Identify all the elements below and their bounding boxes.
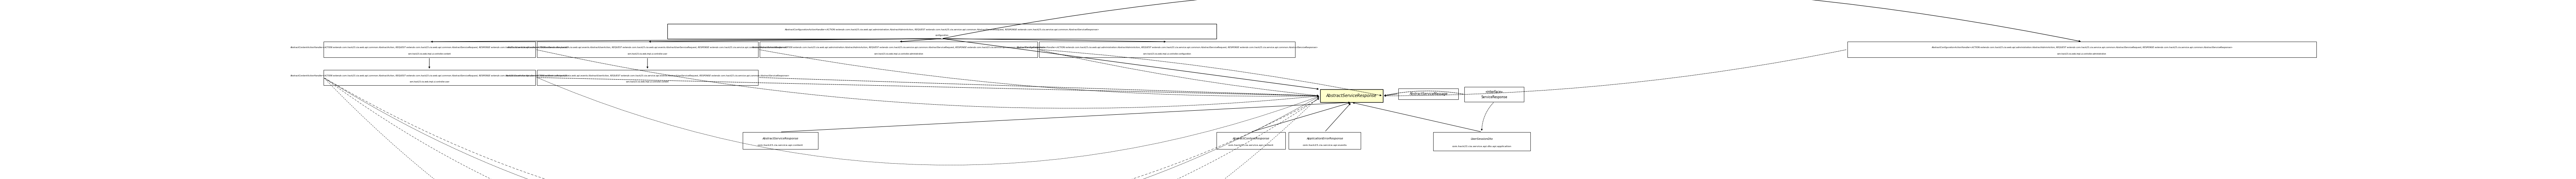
Text: com.hack23.cia.web.impl.ui.controller.user: com.hack23.cia.web.impl.ui.controller.us… bbox=[629, 53, 667, 55]
Text: com.hack23.cia.web.impl.ui.controller.administration: com.hack23.cia.web.impl.ui.controller.ad… bbox=[873, 53, 922, 55]
Text: ApplicationErrorResponse: ApplicationErrorResponse bbox=[1306, 137, 1342, 140]
Text: com.hack23.cia.service.api.dto.api.application: com.hack23.cia.service.api.dto.api.appli… bbox=[1453, 146, 1512, 147]
FancyBboxPatch shape bbox=[325, 70, 536, 85]
Text: com.hack23.cia.web.impl.ui.controller.administration: com.hack23.cia.web.impl.ui.controller.ad… bbox=[2058, 53, 2107, 55]
Text: com.hack23.cia.web.impl.ui.controller.user: com.hack23.cia.web.impl.ui.controller.us… bbox=[410, 81, 448, 83]
Text: com.hack23.cia.web.impl.ui.controller.content: com.hack23.cia.web.impl.ui.controller.co… bbox=[626, 81, 670, 83]
FancyBboxPatch shape bbox=[760, 42, 1038, 57]
FancyBboxPatch shape bbox=[667, 24, 1216, 39]
Text: AbstractConfigurationActionHandler<ACTION extends com.hack23.cia.web.api.adminis: AbstractConfigurationActionHandler<ACTIO… bbox=[786, 28, 1100, 31]
Text: AbstractUserActionHandler<ACTION extends com.hack23.cia.web.api.events.AbstractU: AbstractUserActionHandler<ACTION extends… bbox=[507, 47, 788, 49]
Text: AbstractContentActionHandler<ACTION extends com.hack23.cia.web.api.common.Abstra: AbstractContentActionHandler<ACTION exte… bbox=[291, 75, 569, 77]
FancyBboxPatch shape bbox=[1288, 132, 1360, 149]
Text: com.hack23.cia.service.api.content: com.hack23.cia.service.api.content bbox=[757, 144, 804, 146]
FancyBboxPatch shape bbox=[536, 70, 757, 85]
Text: com.hack23.cia.service.api.content: com.hack23.cia.service.api.content bbox=[1229, 144, 1273, 146]
FancyBboxPatch shape bbox=[1399, 88, 1458, 99]
FancyBboxPatch shape bbox=[1463, 87, 1525, 102]
FancyBboxPatch shape bbox=[1319, 89, 1383, 102]
Text: configuration: configuration bbox=[935, 34, 948, 36]
Text: AbstractContentActionHandler<ACTION extends com.hack23.cia.web.api.common.Abstra: AbstractContentActionHandler<ACTION exte… bbox=[291, 47, 569, 49]
Text: AbstractConfigurationActionHandler<ACTION extends com.hack23.cia.web.api.adminis: AbstractConfigurationActionHandler<ACTIO… bbox=[1932, 47, 2233, 49]
Text: com.hack23.cia.web.impl.ui.controller.configuration: com.hack23.cia.web.impl.ui.controller.co… bbox=[1144, 53, 1190, 55]
Text: AbstractServiceMessage: AbstractServiceMessage bbox=[1409, 92, 1448, 96]
FancyBboxPatch shape bbox=[742, 132, 819, 149]
FancyBboxPatch shape bbox=[1432, 132, 1530, 151]
Text: AbstractServiceResponse: AbstractServiceResponse bbox=[1327, 94, 1376, 98]
Text: com.hack23.cia.web.impl.ui.controller.content: com.hack23.cia.web.impl.ui.controller.co… bbox=[407, 53, 451, 55]
FancyBboxPatch shape bbox=[1038, 42, 1296, 57]
Text: AbstractConfigurationActionHandler<ACTION extends com.hack23.cia.web.api.adminis: AbstractConfigurationActionHandler<ACTIO… bbox=[1018, 47, 1319, 49]
Text: ServiceResponse: ServiceResponse bbox=[1481, 95, 1507, 99]
Text: UserSessionDto: UserSessionDto bbox=[1471, 138, 1494, 140]
Text: AbstractUserActionHandler<ACTION extends com.hack23.cia.web.api.events.AbstractU: AbstractUserActionHandler<ACTION extends… bbox=[505, 75, 791, 77]
Text: com.hack23.cia.service.api.events: com.hack23.cia.service.api.events bbox=[1303, 144, 1347, 146]
Text: AbstractContentResponse: AbstractContentResponse bbox=[1231, 137, 1270, 140]
FancyBboxPatch shape bbox=[1216, 132, 1285, 149]
FancyBboxPatch shape bbox=[1847, 42, 2316, 57]
Text: AbstractAdminActionHandler<ACTION extends com.hack23.cia.web.api.administration.: AbstractAdminActionHandler<ACTION extend… bbox=[752, 47, 1046, 49]
FancyBboxPatch shape bbox=[536, 42, 757, 57]
FancyBboxPatch shape bbox=[325, 42, 536, 57]
Text: «interface»: «interface» bbox=[1486, 90, 1504, 94]
Text: AbstractServiceResponse: AbstractServiceResponse bbox=[762, 137, 799, 140]
